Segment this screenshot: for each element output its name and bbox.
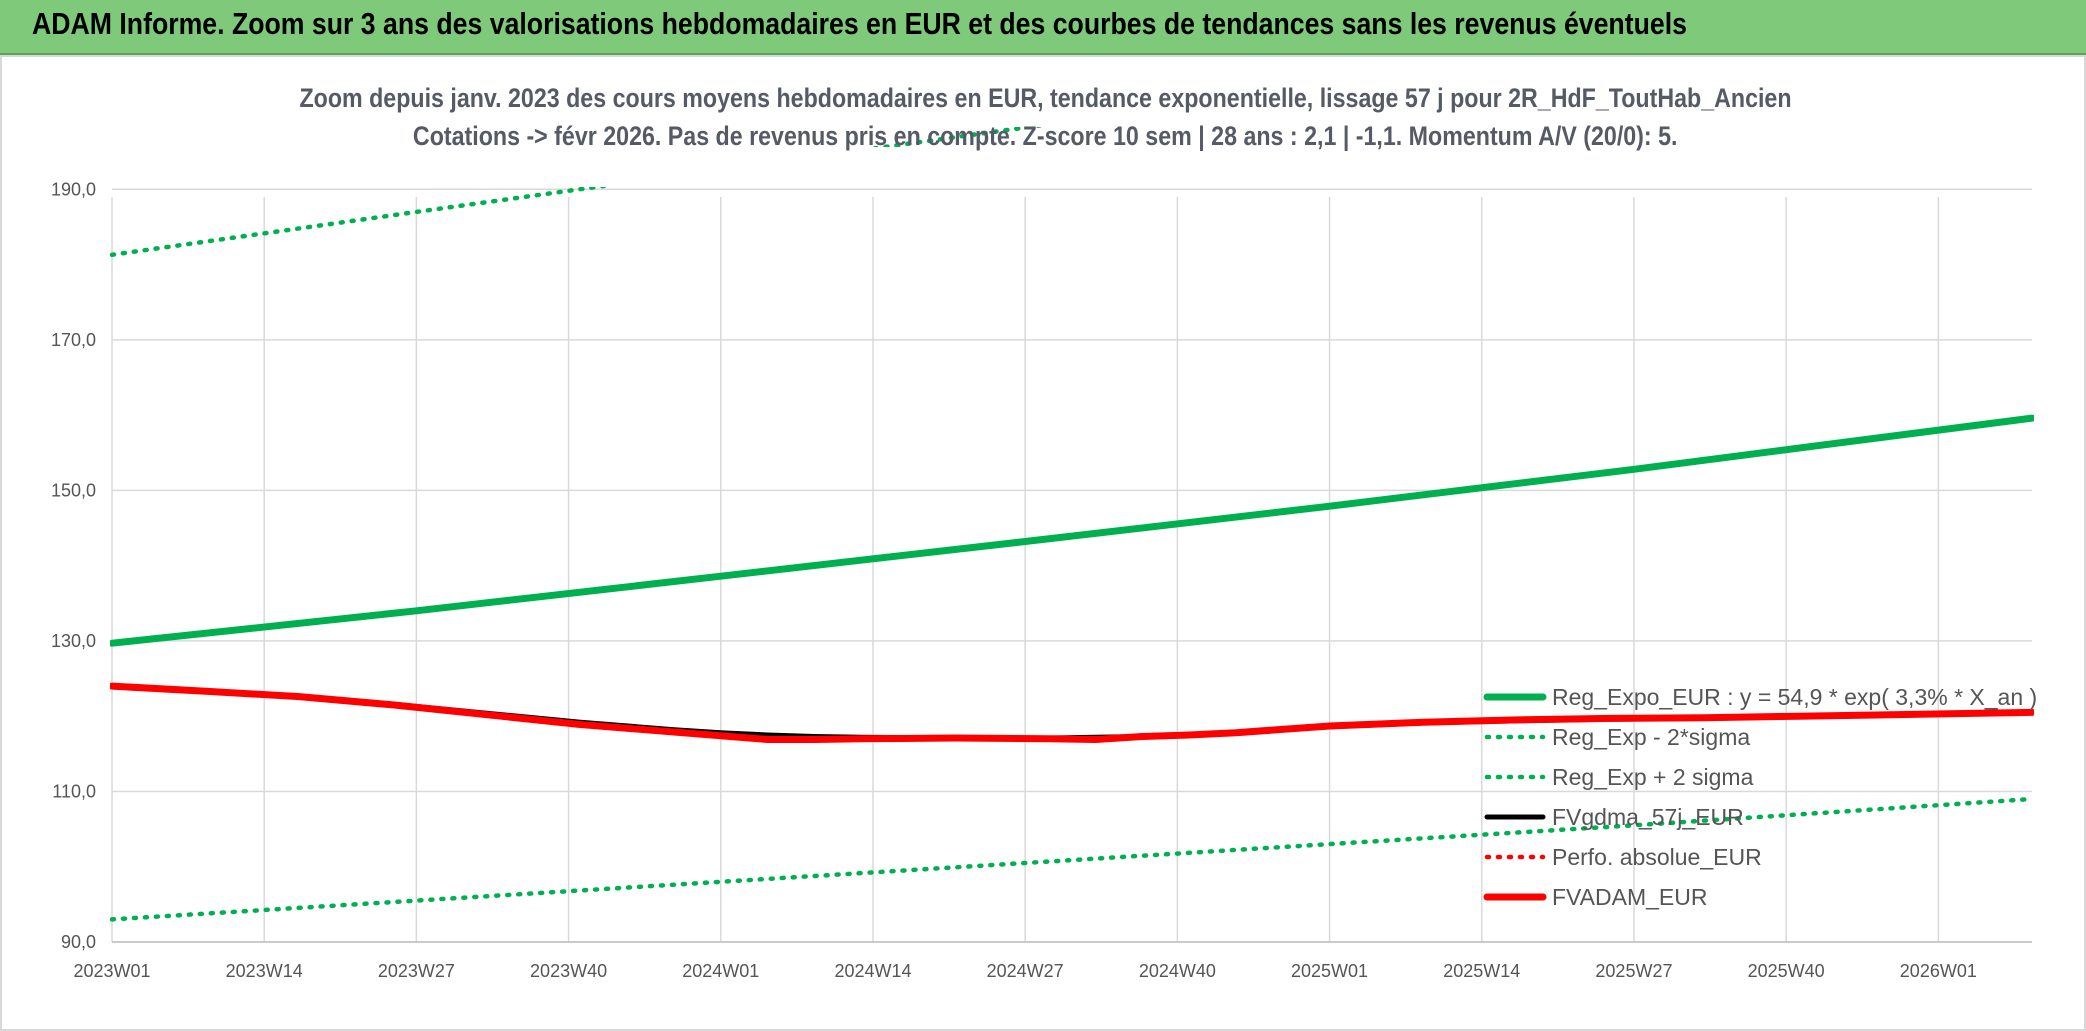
x-tick-label: 2024W14 [834, 961, 911, 981]
y-tick-label: 110,0 [52, 781, 96, 801]
y-tick-label: 190,0 [51, 179, 96, 199]
x-tick-label: 2024W01 [682, 961, 759, 981]
y-tick-label: 170,0 [51, 330, 96, 350]
x-tick-label: 2023W01 [73, 961, 150, 981]
series-line [110, 683, 2034, 742]
legend-label: FVgdma_57j_EUR [1552, 804, 1744, 830]
chart-title: Zoom depuis janv. 2023 des cours moyens … [298, 83, 1792, 113]
legend-label: Reg_Exp - 2*sigma [1552, 724, 1750, 750]
chart-area: 90,0 110,0 130,0 150,0 170,0 190,0 2023W01 2023… [0, 55, 2086, 1031]
y-tick-label: 90,0 [61, 932, 96, 952]
x-tick-label: 2025W14 [1443, 961, 1520, 981]
subtitle-backdrop [372, 147, 1717, 187]
legend-label: Perfo. absolue_EUR [1552, 844, 1762, 870]
chart-subtitle: Cotations -> févr 2026. Pas de revenus p… [412, 121, 1678, 151]
x-tick-label: 2023W40 [530, 961, 607, 981]
series-line [110, 127, 1045, 258]
legend-label: FVADAM_EUR [1552, 884, 1708, 910]
report-banner: ADAM Informe. Zoom sur 3 ans des valoris… [0, 0, 2086, 55]
y-tick-label: 150,0 [51, 480, 96, 500]
series-line [110, 414, 2034, 647]
x-tick-label: 2024W27 [987, 961, 1064, 981]
legend-label: Reg_Exp + 2 sigma [1552, 764, 1754, 790]
x-tick-label: 2023W27 [378, 961, 455, 981]
line-chart: 90,0 110,0 130,0 150,0 170,0 190,0 2023W01 2023… [51, 127, 2037, 981]
x-tick-label: 2024W40 [1139, 961, 1216, 981]
x-tick-label: 2023W14 [226, 961, 303, 981]
report-title: ADAM Informe. Zoom sur 3 ans des valoris… [32, 6, 1687, 41]
series-line [110, 796, 2034, 922]
x-tick-label: 2025W01 [1291, 961, 1368, 981]
legend-label: Reg_Expo_EUR : y = 54,9 * exp( 3,3% * X_… [1552, 684, 2037, 710]
y-tick-label: 130,0 [51, 631, 96, 651]
x-tick-label: 2025W40 [1748, 961, 1825, 981]
x-tick-label: 2025W27 [1595, 961, 1672, 981]
x-tick-label: 2026W01 [1900, 961, 1977, 981]
